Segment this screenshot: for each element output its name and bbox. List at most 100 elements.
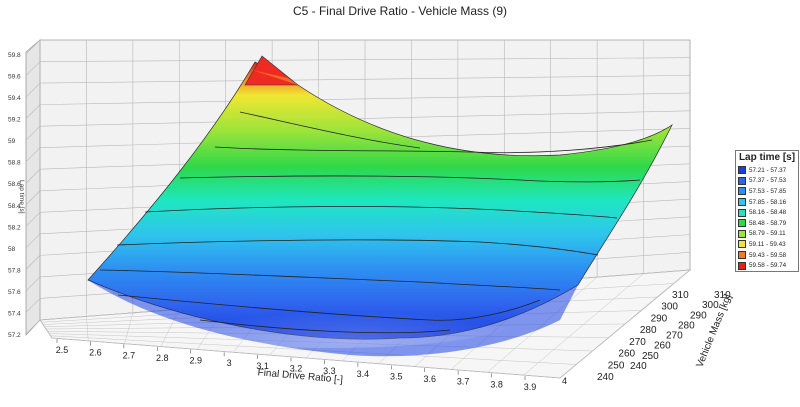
x-tick-label: 2.5 [56,345,69,355]
legend-swatch [738,219,746,228]
grid-line [25,104,41,119]
legend-swatch [738,198,746,207]
z-tick-label: 57.8 [8,267,21,274]
grid-line [25,125,41,141]
y-tick-label: 280 [640,325,657,336]
legend-item: 58.79 - 59.11 [736,229,798,240]
legend-swatch [738,166,746,175]
y-tick-label: 270 [666,331,683,342]
y-tick-label: 310 [714,290,731,301]
grid-line [25,233,41,249]
z-tick-label: 59 [8,138,16,145]
contour-line [179,175,641,183]
x-tick-label: 3.9 [524,382,537,392]
grid-line [25,61,41,76]
x-tick-label: 3.3 [323,366,336,376]
legend-item: 57.85 - 58.16 [736,197,798,208]
legend-item: 58.48 - 58.79 [736,218,798,229]
legend: Lap time [s] 57.21 - 57.37 57.37 - 57.53 5… [735,150,799,272]
legend-label: 59.43 - 59.58 [749,251,787,259]
y-tick-label: 310 [672,290,689,301]
contour-line [116,239,599,256]
grid-line [39,110,691,127]
legend-label: 59.58 - 59.74 [749,262,787,270]
grid-line [25,190,41,205]
legend-swatch [738,208,746,217]
grid-line [25,147,41,162]
grid-line [39,75,691,84]
y-tick-label: 290 [651,313,668,324]
legend-label: 57.85 - 58.16 [749,198,787,206]
legend-title: Lap time [s] [738,152,796,163]
z-tick-label: 58.6 [8,181,21,188]
legend-item: 59.58 - 59.74 [736,260,798,271]
legend-label: 58.16 - 58.48 [749,209,787,217]
contour-line [117,294,541,321]
legend-swatch [738,176,746,185]
legend-label: 58.48 - 58.79 [749,219,787,227]
y-tick-label: 260 [654,341,671,352]
legend-label: 58.79 - 59.11 [749,230,786,238]
x-tick-label: 3.1 [256,361,269,371]
legend-swatch [738,240,746,249]
surface-highlight [140,288,520,348]
contour-line [199,319,451,334]
z-tick-label: 58.2 [8,224,21,231]
legend-label: 57.21 - 57.37 [749,166,787,174]
legend-swatch [738,229,746,238]
x-tick-label: 3.8 [490,379,503,389]
z-tick-label: 57.6 [8,289,21,296]
y-tick-label: 240 [597,372,614,383]
z-tick-label: 57.2 [8,332,21,339]
surface-peak-orange [252,70,298,85]
x-tick-label: 3.5 [390,371,403,381]
contour-line [144,206,618,219]
z-tick-label: 58.8 [8,160,21,167]
surface [87,55,673,357]
legend-label: 57.37 - 57.53 [749,177,787,185]
x-tick-label: 3.6 [423,374,436,384]
grid-line [25,276,41,292]
legend-item: 57.53 - 57.85 [736,186,798,197]
y-tick-label: 4 [562,376,567,386]
legend-swatch [738,251,746,260]
y-tick-label: 290 [690,310,707,321]
x-tick-label: 2.9 [189,356,202,366]
legend-swatch [738,261,746,270]
z-tick-label: 59.2 [8,117,21,124]
legend-swatch [738,187,746,196]
grid-line [39,92,691,105]
contour-line [99,269,561,291]
z-tick-label: 57.4 [8,310,21,317]
z-tick-label: 58 [8,246,16,253]
x-tick-label: 3 [227,358,232,368]
legend-item: 59.11 - 59.43 [736,239,798,250]
z-tick-label: 59.8 [8,52,21,59]
legend-item: 58.16 - 58.48 [736,207,798,218]
y-tick-label: 260 [618,349,635,360]
z-tick-label: 59.6 [8,74,21,81]
legend-item: 57.37 - 57.53 [736,176,798,187]
contour-line [239,111,421,149]
contour-line [214,139,653,154]
y-tick-label: 300 [661,302,678,313]
y-tick-label: 270 [629,337,646,348]
grid-line [39,57,691,62]
x-tick-label: 2.7 [123,350,136,360]
legend-label: 59.11 - 59.43 [749,240,786,248]
grid-line [25,82,41,98]
chart-title: C5 - Final Drive Ratio - Vehicle Mass (9… [292,4,508,18]
grid-line [25,212,41,227]
x-tick-label: 3.4 [357,369,370,379]
grid-line [51,337,561,379]
grid-line [25,255,41,270]
grid-line [25,39,41,55]
z-tick-label: 58.4 [8,203,21,210]
legend-item: 59.43 - 59.58 [736,250,798,261]
legend-item: 57.21 - 57.37 [736,165,798,176]
x-tick-label: 3.2 [290,364,303,374]
y-tick-label: 240 [630,361,647,372]
legend-label: 57.53 - 57.85 [749,187,787,195]
x-tick-label: 3.7 [457,377,470,387]
